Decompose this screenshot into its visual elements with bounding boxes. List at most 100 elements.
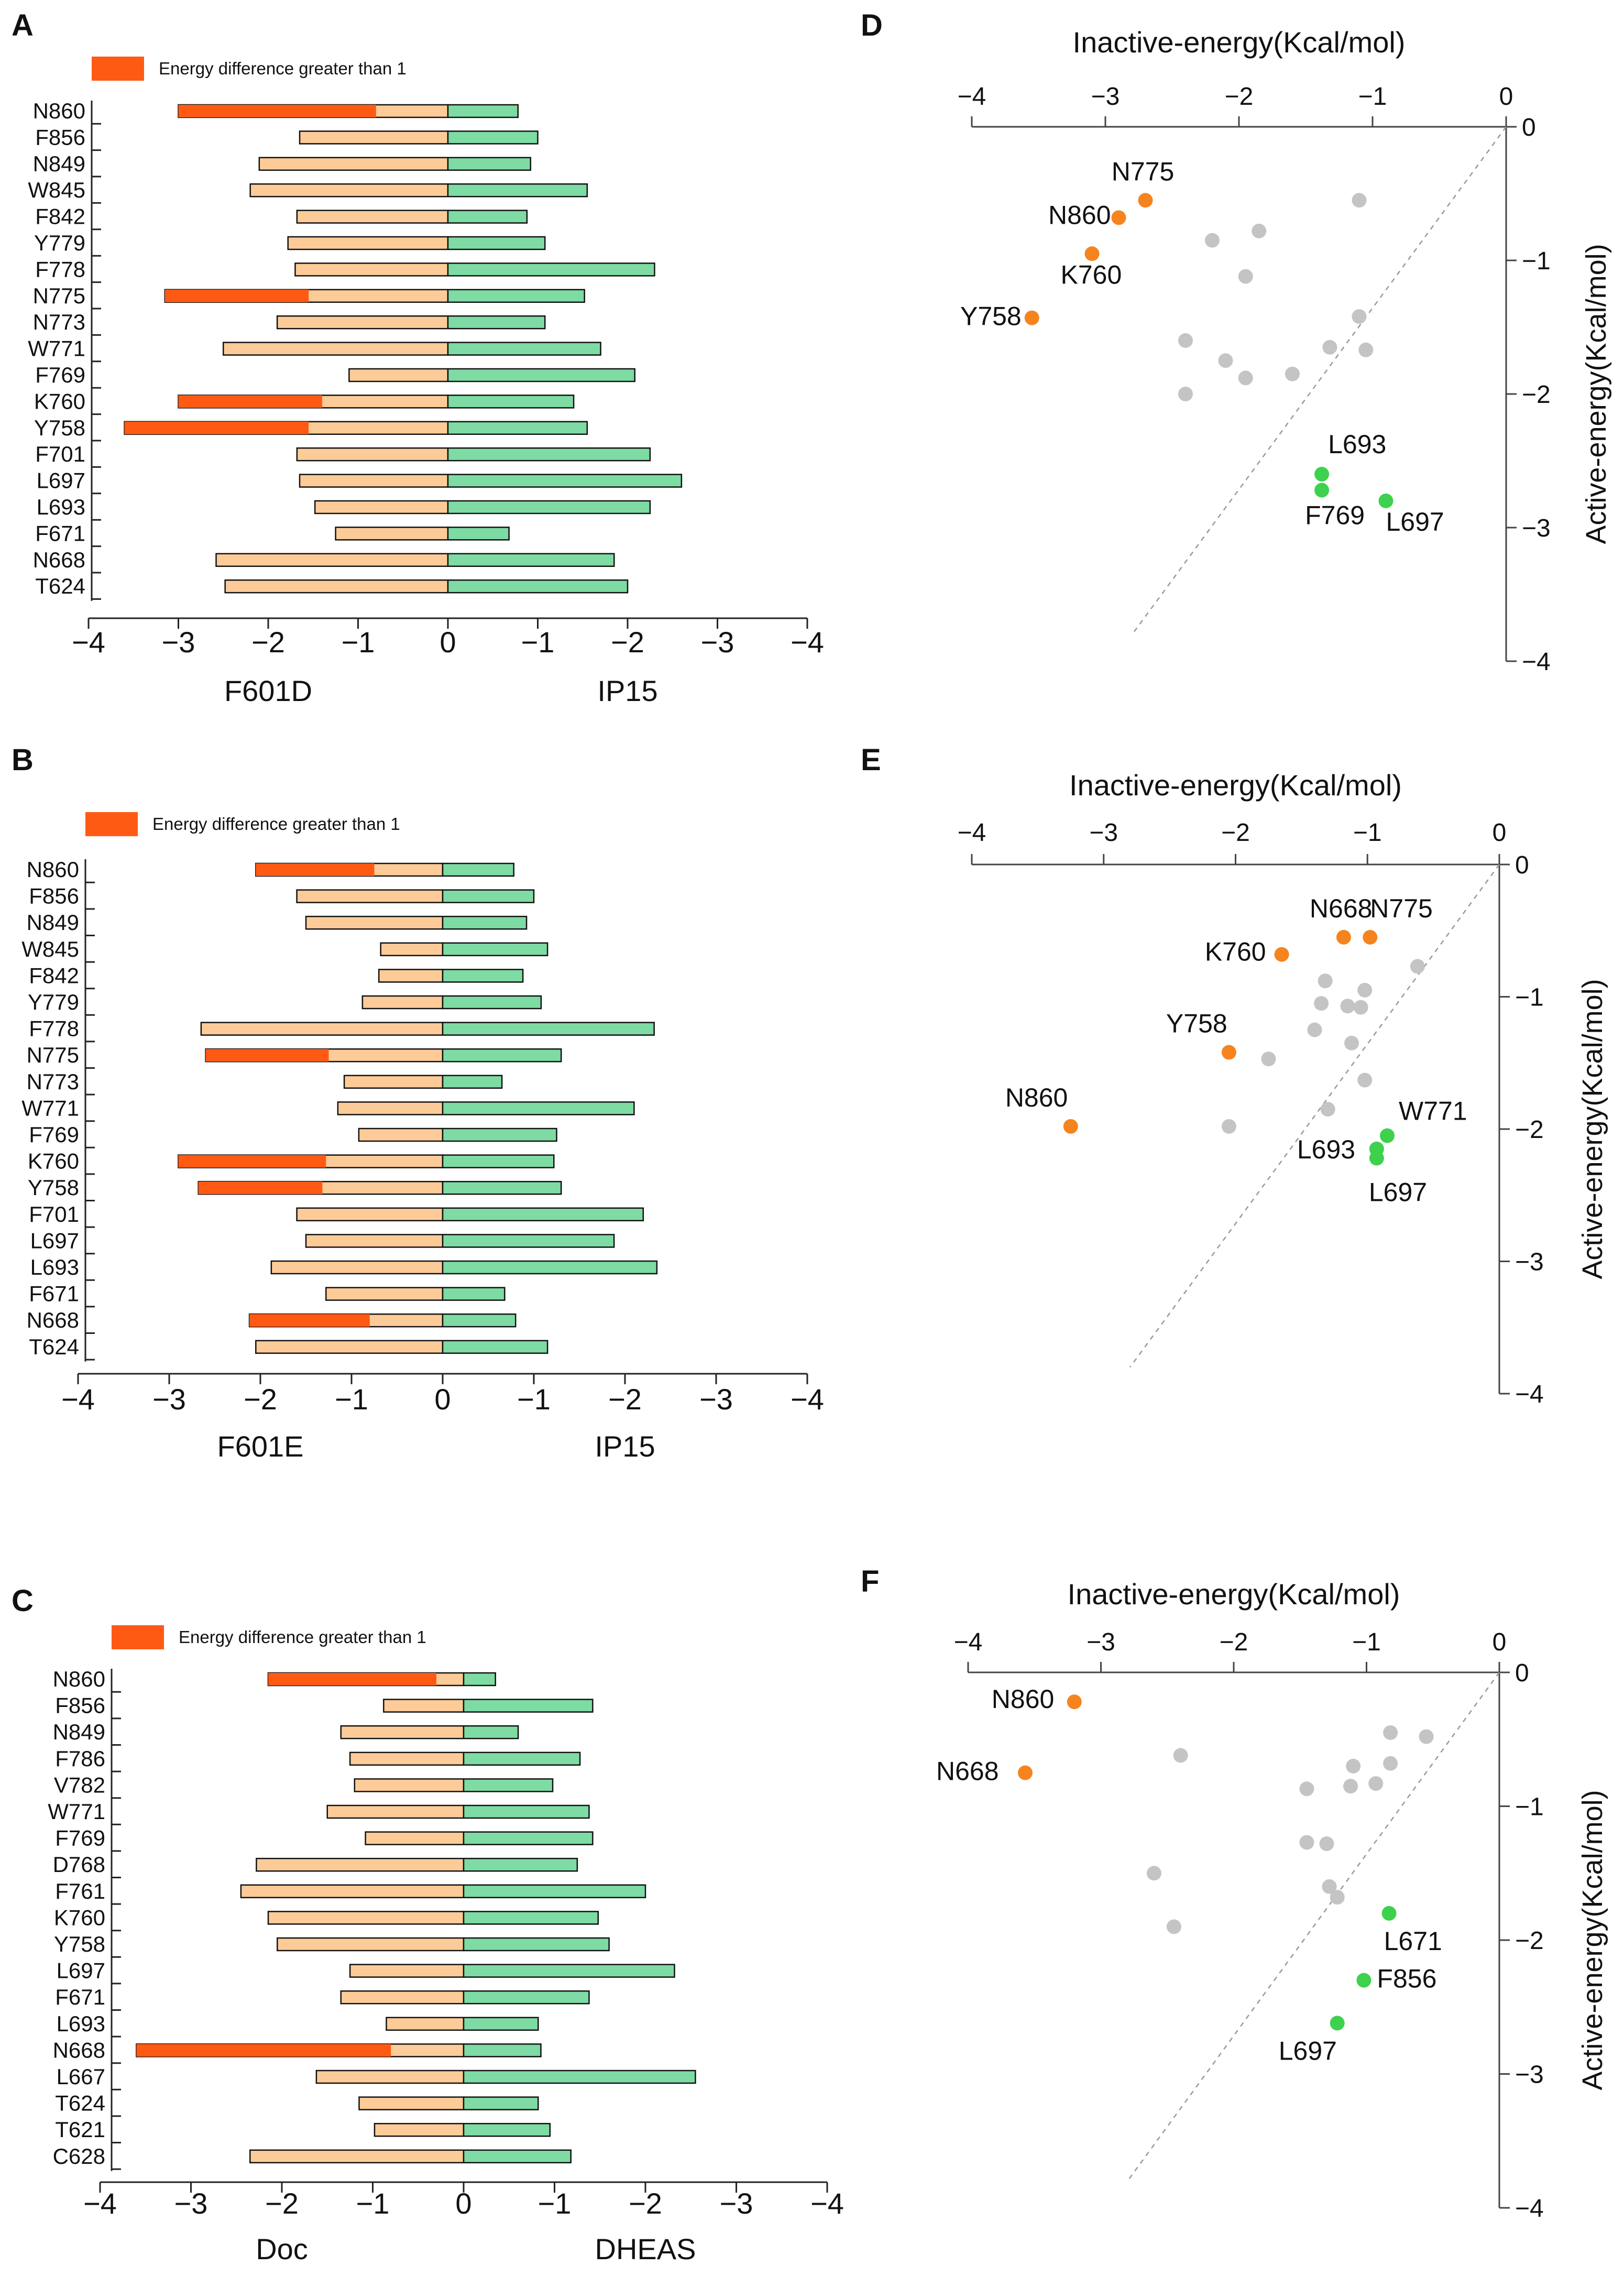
point-label: L697 — [1369, 1178, 1427, 1207]
panel-letter-a: A — [12, 8, 34, 42]
scatter-point — [1299, 1835, 1314, 1850]
bar-right — [447, 315, 546, 330]
y-tick-label: −4 — [1522, 648, 1551, 676]
bar-right — [447, 210, 528, 224]
scatter-point — [1383, 1756, 1398, 1771]
x-tick-label: −3 — [1091, 83, 1120, 111]
diagonal-reference-line — [1129, 864, 1500, 1368]
scatter-point — [1357, 1072, 1373, 1088]
category-label: K760 — [34, 389, 85, 413]
bar-left — [358, 1127, 444, 1142]
category-label: N773 — [27, 1069, 79, 1094]
category-label: N849 — [33, 151, 85, 176]
scatter-point — [1238, 370, 1253, 386]
scatter-point-highlighted — [1314, 483, 1330, 498]
bar-right — [463, 2122, 551, 2137]
point-label: F769 — [1305, 501, 1365, 530]
bar-highlight — [164, 289, 309, 302]
y-axis-title: Active-energy(Kcal/mol) — [1577, 1790, 1608, 2090]
category-label: F842 — [35, 204, 85, 229]
bar-right — [442, 1075, 503, 1089]
x-axis-title: Inactive-energy(Kcal/mol) — [1069, 769, 1402, 802]
x-tick-label: −2 — [611, 626, 644, 659]
bar-right — [442, 1234, 615, 1248]
x-tick-label: −3 — [701, 626, 734, 659]
bar-left — [314, 500, 449, 514]
category-label: L667 — [57, 2064, 105, 2089]
category-label: N668 — [33, 548, 85, 572]
x-tick-label: −2 — [1221, 819, 1250, 847]
category-label: L697 — [30, 1228, 79, 1253]
x-tick-label: −4 — [72, 626, 105, 659]
bar-left — [349, 1751, 465, 1766]
scatter-point — [1166, 1919, 1181, 1934]
bar-right — [463, 2043, 542, 2057]
y-axis-title: Active-energy(Kcal/mol) — [1577, 979, 1608, 1279]
bar-right — [447, 500, 651, 514]
bar-left — [200, 1022, 444, 1036]
category-label: N773 — [33, 310, 85, 334]
bar-left — [296, 210, 449, 224]
category-label: K760 — [54, 1905, 105, 1930]
category-label: F856 — [29, 884, 79, 908]
scatter-point-highlighted — [1221, 1045, 1236, 1060]
bar-right — [463, 1778, 554, 1792]
x-tick-label: −2 — [1225, 83, 1254, 111]
point-label: F856 — [1377, 1964, 1436, 1994]
bar-right — [442, 942, 548, 957]
bar-right — [447, 130, 539, 145]
bar-left — [343, 1075, 444, 1089]
bar-right — [442, 1207, 644, 1222]
bar-right — [463, 1725, 519, 1739]
bar-right — [442, 862, 514, 877]
x-tick-label: −4 — [83, 2187, 117, 2220]
bar-left — [365, 1831, 465, 1845]
scatter-point-highlighted — [1363, 929, 1378, 945]
legend-swatch — [112, 1625, 164, 1649]
bar-left — [337, 1101, 444, 1115]
category-label: T621 — [55, 2117, 105, 2142]
y-axis-title: Active-energy(Kcal/mol) — [1581, 244, 1612, 544]
x-axis-title: Inactive-energy(Kcal/mol) — [1068, 1578, 1400, 1611]
bar-left — [348, 368, 449, 382]
bar-right — [442, 1260, 658, 1275]
point-label: Y758 — [960, 302, 1022, 331]
scatter-point — [1344, 1035, 1359, 1050]
category-label: Y758 — [28, 1175, 79, 1200]
bar-highlight — [178, 105, 376, 117]
bar-left — [277, 1937, 465, 1952]
x-tick-label: −4 — [61, 1383, 95, 1416]
x-tick-label: −4 — [810, 2187, 844, 2220]
bar-left — [294, 262, 449, 277]
point-label: W771 — [1399, 1097, 1467, 1126]
panel-letter-c: C — [12, 1584, 34, 1618]
category-label: N860 — [27, 857, 79, 882]
scatter-point-highlighted — [1378, 494, 1393, 508]
x-tick-label: −1 — [356, 2187, 390, 2220]
y-tick-label: 0 — [1515, 1659, 1529, 1687]
bar-left — [354, 1778, 465, 1792]
legend-label: Energy difference greater than 1 — [152, 814, 400, 834]
category-label: F769 — [29, 1122, 79, 1147]
scatter-point — [1205, 233, 1220, 248]
right-series-name: DHEAS — [595, 2232, 696, 2265]
bar-left — [349, 1964, 465, 1978]
x-tick-label: 0 — [440, 626, 456, 659]
category-label: N860 — [33, 98, 85, 123]
bar-right — [447, 421, 588, 435]
bar-highlight — [124, 421, 309, 434]
category-label: L693 — [57, 2011, 105, 2036]
scatter-point — [1319, 1836, 1334, 1852]
bar-right — [463, 2149, 572, 2164]
scatter-point — [1352, 309, 1367, 324]
bar-left — [340, 1725, 465, 1739]
bar-highlight — [198, 1181, 323, 1195]
legend-label: Energy difference greater than 1 — [179, 1627, 426, 1647]
bar-highlight — [136, 2044, 391, 2057]
point-label: N668 — [936, 1757, 999, 1786]
category-label: Y758 — [54, 1932, 105, 1956]
category-label: Y779 — [28, 990, 79, 1014]
bar-left — [378, 969, 444, 983]
bar-right — [442, 1180, 562, 1195]
bar-left — [326, 1804, 465, 1819]
